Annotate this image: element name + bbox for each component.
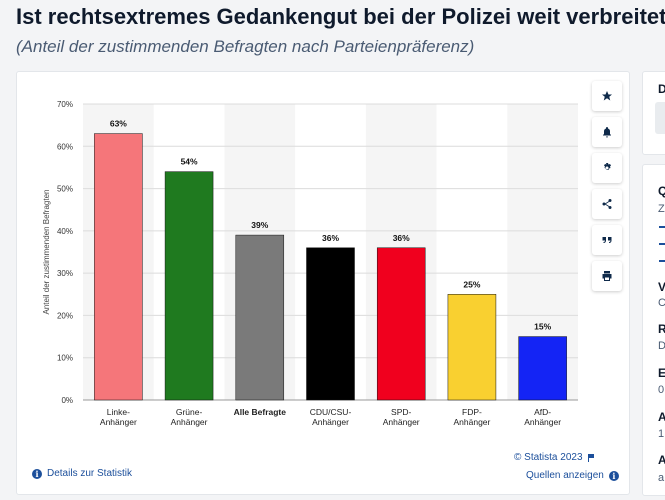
y-tick-label: 50% <box>57 185 73 194</box>
data-label: 39% <box>251 220 268 230</box>
page-title: Ist rechtsextremes Gedankengut bei der P… <box>16 4 665 29</box>
info-icon: i <box>32 468 42 479</box>
sidebar-text: Z <box>658 203 665 215</box>
quote-icon <box>602 237 612 243</box>
bar[interactable] <box>94 133 143 401</box>
bar[interactable] <box>447 294 497 401</box>
y-tick-label: 30% <box>57 269 73 278</box>
sidebar-text: C <box>658 297 665 309</box>
data-label: 25% <box>463 279 480 289</box>
x-tick-label: FDP- <box>462 407 482 417</box>
sidebar-heading: V <box>658 280 665 294</box>
bar[interactable] <box>518 336 567 401</box>
y-tick-label: 70% <box>57 100 73 109</box>
sidebar-mark <box>659 243 665 245</box>
x-tick-label: Anhänger <box>383 417 420 427</box>
details-link-label: Details zur Statistik <box>47 468 133 479</box>
sources-link[interactable]: Quellen anzeigen i <box>526 470 619 481</box>
x-tick-label: Anhänger <box>100 417 137 427</box>
copyright-link[interactable]: © Statista 2023 <box>514 452 595 463</box>
settings-button[interactable] <box>592 153 622 183</box>
sidebar-card-top <box>642 71 665 155</box>
bell-icon <box>603 127 611 138</box>
sidebar-text: 1 <box>658 428 665 440</box>
data-label: 54% <box>181 157 198 167</box>
sidebar-mark <box>659 226 665 228</box>
bar[interactable] <box>164 171 214 401</box>
sidebar-text: a <box>658 472 665 484</box>
sidebar-text: 0 <box>658 384 665 396</box>
data-label: 63% <box>110 119 127 129</box>
copyright-text: © Statista 2023 <box>514 452 583 463</box>
sidebar-heading: Q <box>658 184 665 198</box>
x-tick-label: Anhänger <box>312 417 349 427</box>
sidebar-heading: A <box>658 453 665 467</box>
data-label: 36% <box>322 233 339 243</box>
print-icon <box>602 271 612 281</box>
data-label: 36% <box>393 233 410 243</box>
print-button[interactable] <box>592 261 622 291</box>
sidebar-text: D <box>658 340 665 352</box>
bar[interactable] <box>306 247 355 401</box>
info-icon: i <box>608 470 619 481</box>
x-tick-label: CDU/CSU- <box>310 407 352 417</box>
x-tick-label: SPD- <box>391 407 411 417</box>
sidebar-heading: E <box>658 366 665 380</box>
data-label: 15% <box>534 322 551 332</box>
flag-icon <box>587 453 595 462</box>
y-tick-label: 0% <box>61 396 73 405</box>
x-tick-label: Anhänger <box>453 417 490 427</box>
share-button[interactable] <box>592 189 622 219</box>
x-tick-label: Linke- <box>107 407 130 417</box>
share-icon <box>602 199 612 209</box>
y-tick-label: 60% <box>57 142 73 151</box>
sidebar-heading: A <box>658 410 665 424</box>
favorite-button[interactable] <box>592 81 622 111</box>
x-tick-label: AfD- <box>534 407 551 417</box>
x-tick-label: Alle Befragte <box>234 407 287 417</box>
sidebar-card-info <box>642 164 665 496</box>
gear-icon <box>604 163 611 170</box>
sources-link-label: Quellen anzeigen <box>526 470 604 481</box>
sidebar-heading: R <box>658 322 665 336</box>
sidebar-mark <box>659 260 665 262</box>
cite-button[interactable] <box>592 225 622 255</box>
x-tick-label: Grüne- <box>176 407 203 417</box>
x-tick-label: Anhänger <box>171 417 208 427</box>
details-link[interactable]: i Details zur Statistik <box>32 468 132 479</box>
sidebar-button[interactable] <box>655 102 665 134</box>
sidebar-heading: D <box>658 82 665 96</box>
star-icon <box>602 91 612 101</box>
y-tick-label: 20% <box>57 311 73 320</box>
page-subtitle: (Anteil der zustimmenden Befragten nach … <box>16 37 475 56</box>
chart-toolbar <box>592 81 622 297</box>
notification-button[interactable] <box>592 117 622 147</box>
bar[interactable] <box>376 247 426 401</box>
bar[interactable] <box>235 234 285 401</box>
y-tick-label: 10% <box>57 354 73 363</box>
y-axis-label: Anteil der zustimmenden Befragten <box>42 190 51 315</box>
x-tick-label: Anhänger <box>524 417 561 427</box>
y-tick-label: 40% <box>57 227 73 236</box>
